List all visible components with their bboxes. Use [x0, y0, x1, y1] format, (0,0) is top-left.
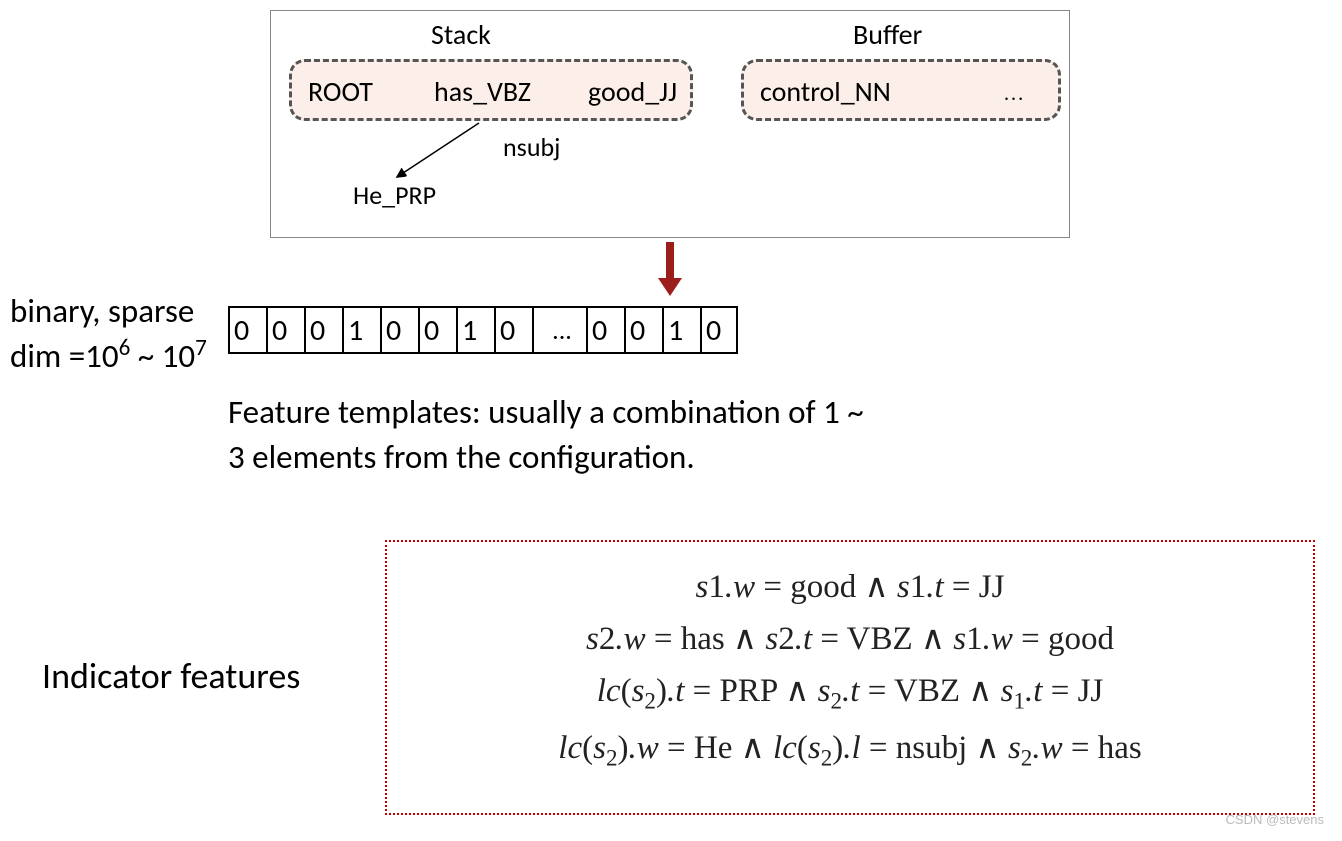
stack-title: Stack — [431, 17, 491, 52]
stack-item-2: good_JJ — [588, 74, 677, 109]
bit-vector: 0 0 0 1 0 0 1 0 ... 0 0 1 0 — [228, 306, 738, 354]
sparse-line1: binary, sparse — [10, 290, 207, 333]
buffer-title: Buffer — [853, 17, 922, 52]
bit-cell: 1 — [662, 306, 700, 354]
bit-cell: 0 — [624, 306, 662, 354]
config-box: Stack Buffer ROOT has_VBZ good_JJ contro… — [270, 10, 1070, 238]
feature-templates-text: Feature templates: usually a combination… — [228, 390, 878, 479]
bit-cell: 0 — [304, 306, 342, 354]
bit-cell: 1 — [456, 306, 494, 354]
buffer-box: control_NN ... — [741, 59, 1061, 121]
watermark: CSDN @stevens — [1226, 812, 1324, 827]
feature-3: lc(s2).t = PRP ∧ s2.t = VBZ ∧ s1.t = JJ — [395, 670, 1305, 715]
bit-cell: 0 — [700, 306, 738, 354]
dep-label: nsubj — [503, 131, 560, 163]
stack-item-0: ROOT — [308, 74, 373, 109]
buffer-item-0: control_NN — [760, 74, 891, 109]
stack-item-1: has_VBZ — [434, 74, 531, 109]
stack-box: ROOT has_VBZ good_JJ — [289, 59, 693, 121]
bit-cell: 0 — [494, 306, 532, 354]
bit-cell: 0 — [228, 306, 266, 354]
feature-1: s1.w = good ∧ s1.t = JJ — [395, 566, 1305, 606]
feature-4: lc(s2).w = He ∧ lc(s2).l = nsubj ∧ s2.w … — [395, 727, 1305, 772]
bit-cell: 0 — [266, 306, 304, 354]
down-arrow-icon — [654, 238, 686, 300]
dep-child: He_PRP — [353, 179, 436, 211]
bit-cell: 1 — [342, 306, 380, 354]
bit-cell-ellipsis: ... — [532, 306, 586, 354]
sparse-line2: dim =106 ~ 107 — [10, 333, 207, 378]
indicator-features-label: Indicator features — [42, 654, 300, 698]
bit-cell: 0 — [586, 306, 624, 354]
feature-2: s2.w = has ∧ s2.t = VBZ ∧ s1.w = good — [395, 618, 1305, 658]
bit-cell: 0 — [418, 306, 456, 354]
sparse-text: binary, sparse dim =106 ~ 107 — [10, 290, 207, 378]
features-box: s1.w = good ∧ s1.t = JJ s2.w = has ∧ s2.… — [385, 540, 1315, 815]
buffer-item-1: ... — [1004, 82, 1025, 106]
diagram-root: Stack Buffer ROOT has_VBZ good_JJ contro… — [10, 10, 1332, 831]
bit-cell: 0 — [380, 306, 418, 354]
